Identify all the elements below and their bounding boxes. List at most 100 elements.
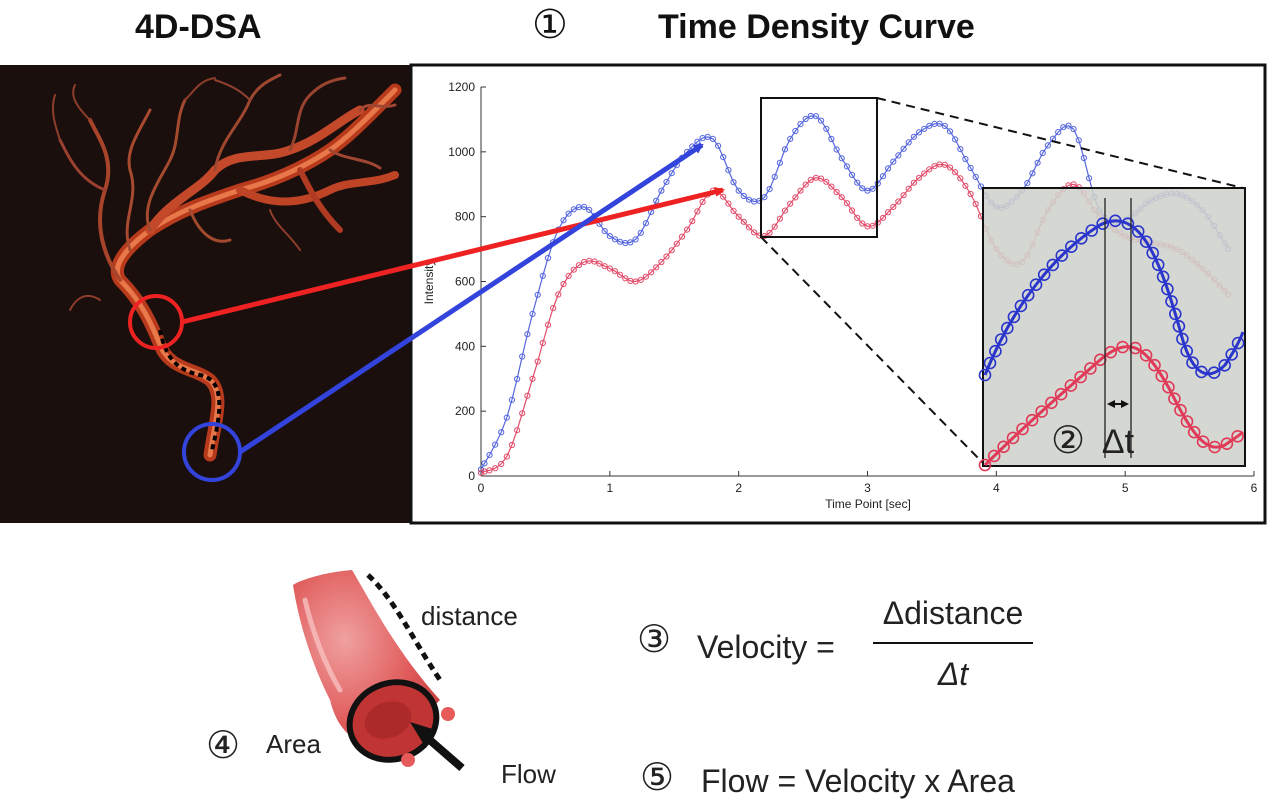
series-0-point xyxy=(787,135,794,142)
series-1-point xyxy=(663,253,670,260)
series-1-point xyxy=(751,229,758,236)
dsa-image xyxy=(0,65,413,523)
series-0-point xyxy=(519,353,526,360)
series-0-point xyxy=(941,122,948,130)
inset-marker xyxy=(1151,258,1165,272)
series-0-point xyxy=(481,460,488,467)
inset-marker xyxy=(1155,369,1169,383)
inset-marker xyxy=(987,449,1001,463)
y-tick-label: 600 xyxy=(455,275,475,289)
flow-arrow-head xyxy=(410,722,436,748)
series-0-point xyxy=(1065,122,1072,129)
inset-marker xyxy=(1196,435,1210,449)
inset-marker xyxy=(978,458,992,472)
series-1-point xyxy=(653,264,660,271)
flow-label: Flow xyxy=(501,759,556,789)
series-1-point xyxy=(869,222,876,229)
x-tick-label: 5 xyxy=(1122,481,1129,495)
inset-marker xyxy=(1016,422,1029,436)
series-1-point xyxy=(591,258,598,265)
series-0-point xyxy=(524,331,531,338)
series-0-point xyxy=(658,187,665,194)
inset-marker xyxy=(1025,413,1039,427)
inset-marker xyxy=(1109,214,1122,228)
series-1-point xyxy=(730,207,737,214)
inset-marker xyxy=(1148,358,1161,372)
series-1-point xyxy=(854,214,861,221)
x-tick-label: 4 xyxy=(993,481,1000,495)
series-0-point xyxy=(895,152,902,159)
y-tick-label: 400 xyxy=(455,339,475,353)
series-0-point xyxy=(740,192,747,200)
series-1-point xyxy=(745,224,753,231)
series-1-point xyxy=(596,260,603,267)
series-0-point xyxy=(601,228,608,235)
inset-marker xyxy=(1074,370,1087,384)
series-1-point xyxy=(843,200,851,207)
inset-marker xyxy=(1220,437,1234,451)
inset-marker xyxy=(1037,268,1051,282)
inset-marker xyxy=(1093,353,1107,367)
series-1-point xyxy=(668,247,675,254)
inset-marker xyxy=(1195,365,1208,379)
inset-marker xyxy=(1046,258,1060,272)
inset-marker xyxy=(1129,341,1142,355)
series-0-point xyxy=(653,197,660,204)
series-1-point xyxy=(529,375,536,382)
inset-marker xyxy=(1187,425,1201,439)
series-0-point xyxy=(581,203,588,210)
series-0-point xyxy=(709,135,717,142)
series-1-point xyxy=(776,215,784,222)
inset-marker xyxy=(1131,225,1145,238)
series-1-point xyxy=(560,280,567,288)
series-0-point xyxy=(843,163,851,170)
series-1-point xyxy=(957,175,964,182)
series-0-point xyxy=(637,229,644,236)
series-0-point xyxy=(606,233,613,240)
series-1-point xyxy=(848,207,856,214)
inset-marker xyxy=(1029,278,1043,292)
series-1-point xyxy=(781,207,789,214)
x-tick-label: 2 xyxy=(735,481,742,495)
inset-marker xyxy=(1172,319,1186,333)
series-1-point xyxy=(910,179,918,186)
inset-marker xyxy=(983,356,997,370)
inset-marker xyxy=(1065,240,1078,253)
x-axis-label: Time Point [sec] xyxy=(825,497,911,511)
inset-marker xyxy=(1162,380,1175,394)
series-1-point xyxy=(611,268,619,275)
step-4-marker: ④ xyxy=(206,725,240,767)
step-1-marker: ① xyxy=(532,3,568,47)
area-label: Area xyxy=(266,729,321,759)
series-1-point xyxy=(946,164,954,171)
flow-arrow-shaft xyxy=(421,731,465,772)
series-0-point xyxy=(1075,137,1082,144)
series-0-point xyxy=(534,291,541,298)
inset-marker xyxy=(1085,224,1098,237)
series-0-point xyxy=(812,113,820,120)
series-1-point xyxy=(905,185,912,192)
series-0-point xyxy=(1024,180,1031,187)
inset-marker xyxy=(1064,379,1078,392)
series-1-point xyxy=(823,178,830,185)
series-1-point xyxy=(766,229,773,236)
inset-marker xyxy=(1161,282,1174,296)
series-0-point xyxy=(560,217,567,224)
series-1-point xyxy=(550,305,557,312)
inset-marker xyxy=(1096,217,1109,230)
series-1-point xyxy=(642,273,650,280)
series-0-point xyxy=(848,171,856,178)
inset-marker xyxy=(1006,431,1020,445)
series-1-point xyxy=(787,200,794,207)
y-tick-label: 800 xyxy=(455,210,475,224)
series-1-point xyxy=(689,218,696,225)
series-0-point xyxy=(735,187,742,194)
inset-marker xyxy=(997,440,1010,454)
blue-roi-arrow xyxy=(238,142,704,455)
inset-marker xyxy=(1180,344,1193,358)
series-1-point xyxy=(962,182,969,189)
zoom-guide-bottom xyxy=(760,236,984,464)
series-1-point xyxy=(859,220,866,227)
series-0-point xyxy=(1039,149,1046,157)
